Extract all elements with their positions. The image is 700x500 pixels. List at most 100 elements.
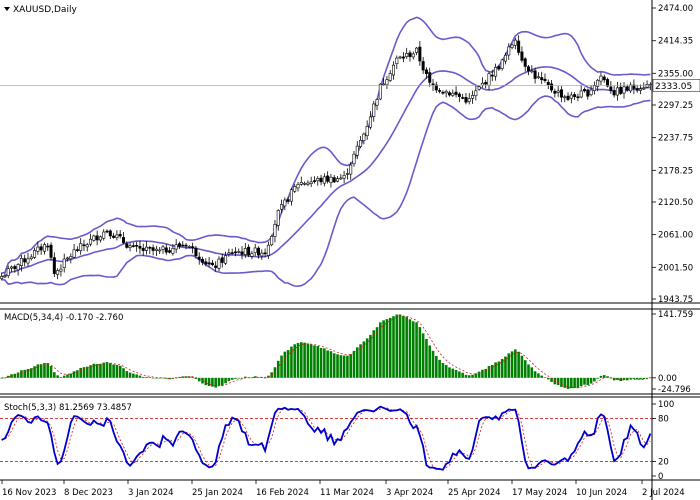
- candle-body: [629, 84, 633, 92]
- macd-histogram-bar: [379, 322, 382, 378]
- macd-histogram-bar: [458, 371, 461, 378]
- macd-histogram-bar: [184, 376, 188, 378]
- candle-body: [559, 89, 563, 98]
- macd-histogram-bar: [273, 367, 277, 378]
- macd-histogram-bar: [474, 373, 478, 378]
- macd-histogram-bar: [122, 368, 125, 378]
- macd-histogram-bar: [36, 364, 40, 378]
- candle-body: [184, 244, 188, 247]
- y-tick-label: 2178.25: [658, 166, 693, 176]
- macd-histogram-bar: [323, 348, 326, 378]
- macd-histogram-bar: [599, 375, 603, 378]
- macd-histogram-bar: [405, 316, 408, 378]
- candle-body: [247, 246, 251, 256]
- candle-body: [233, 251, 237, 254]
- stoch-signal-line: [1, 407, 651, 470]
- macd-histogram-bar: [188, 376, 191, 378]
- candle-body: [177, 243, 181, 247]
- candle-body: [197, 256, 201, 260]
- candle-body: [503, 54, 507, 62]
- candle-body: [487, 73, 491, 86]
- candle-body: [230, 252, 234, 254]
- macd-histogram-bar: [250, 377, 254, 379]
- stoch-title: Stoch(5,3,3) 81.2569 73.4857: [4, 403, 132, 413]
- stoch-y-tick-label: 20: [658, 458, 669, 468]
- candle-body: [418, 46, 422, 62]
- candle-body: [599, 75, 603, 82]
- macd-histogram-bar: [428, 345, 432, 378]
- candle-body: [309, 181, 313, 184]
- x-tick-label: 17 May 2024: [512, 488, 567, 498]
- macd-histogram-bar: [464, 374, 468, 378]
- macd-histogram-bar: [372, 330, 376, 378]
- candle-body: [299, 182, 303, 185]
- macd-histogram-bar: [477, 371, 481, 378]
- candle-body: [401, 56, 405, 59]
- candle-body: [210, 262, 214, 266]
- candle-body: [105, 230, 109, 233]
- candle-body: [286, 199, 290, 202]
- stoch-y-tick-label: 0: [658, 472, 663, 482]
- macd-histogram-bar: [596, 377, 599, 379]
- x-tick-label: 8 Dec 2023: [64, 488, 113, 498]
- macd-histogram-bar: [319, 347, 323, 378]
- candle-body: [42, 244, 46, 252]
- macd-histogram-bar: [10, 374, 13, 378]
- candle-body: [355, 145, 359, 156]
- candle-body: [306, 182, 310, 185]
- candle-body: [398, 56, 402, 59]
- macd-histogram-bar: [13, 373, 17, 378]
- macd-histogram-bar: [342, 355, 346, 378]
- candle-body: [332, 177, 336, 183]
- candle-body: [82, 244, 86, 247]
- macd-histogram-bar: [563, 377, 567, 388]
- macd-histogram-bar: [609, 377, 613, 379]
- macd-histogram-bar: [487, 365, 491, 378]
- candle-body: [615, 87, 619, 96]
- candle-body: [118, 233, 122, 237]
- macd-histogram-bar: [435, 355, 438, 378]
- macd-histogram-bar: [66, 374, 69, 378]
- candle-body: [434, 84, 438, 91]
- macd-histogram-bar: [155, 377, 158, 379]
- candle-body: [26, 258, 30, 264]
- collapse-triangle-icon[interactable]: [4, 7, 10, 11]
- y-tick-label: 2120.50: [658, 198, 693, 208]
- candle-body: [66, 257, 70, 260]
- macd-histogram-bar: [59, 377, 63, 378]
- candle-body: [582, 89, 586, 92]
- candle-body: [606, 79, 610, 87]
- macd-histogram-bar: [85, 366, 89, 378]
- y-tick-label: 2237.75: [658, 134, 693, 144]
- candle-body: [513, 39, 517, 46]
- candle-body: [421, 61, 425, 71]
- x-tick-label: 2 Jul 2024: [642, 488, 685, 498]
- candle-body: [405, 53, 409, 57]
- candle-body: [500, 59, 504, 69]
- y-tick-label: 2414.35: [658, 37, 693, 47]
- candle-body: [467, 98, 471, 102]
- candle-body: [550, 83, 554, 91]
- candle-body: [395, 57, 399, 64]
- macd-histogram-bar: [118, 365, 122, 378]
- macd-histogram-bar: [467, 375, 471, 378]
- candle-body: [415, 47, 419, 53]
- macd-histogram-bar: [593, 377, 596, 382]
- candle-body: [441, 91, 445, 94]
- candle-body: [253, 247, 257, 253]
- macd-histogram-bar: [570, 377, 573, 389]
- macd-histogram-bar: [362, 341, 366, 378]
- macd-histogram-bar: [392, 316, 395, 378]
- macd-histogram-bar: [349, 354, 352, 378]
- macd-histogram-bar: [145, 376, 148, 378]
- candle-body: [112, 235, 116, 238]
- candle-body: [480, 82, 484, 86]
- macd-histogram-bar: [382, 320, 385, 378]
- candle-body: [510, 44, 514, 48]
- candle-body: [316, 178, 320, 182]
- macd-histogram-bar: [128, 372, 132, 378]
- candle-body: [0, 276, 4, 279]
- macd-histogram-bar: [500, 358, 504, 378]
- macd-histogram-bar: [313, 345, 316, 378]
